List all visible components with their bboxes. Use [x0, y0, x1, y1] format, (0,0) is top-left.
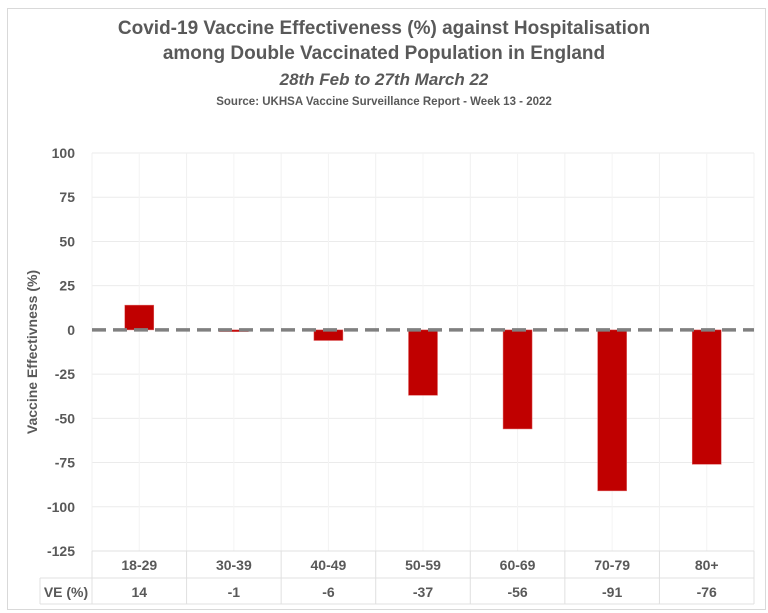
data-label: -6	[322, 584, 335, 600]
x-category-label: 30-39	[216, 557, 252, 573]
x-category-label: 50-59	[405, 557, 441, 573]
x-category-label: 70-79	[594, 557, 630, 573]
y-tick-label: -50	[55, 410, 75, 426]
data-label: -1	[228, 584, 241, 600]
gridlines	[91, 152, 755, 552]
bar-18-29	[124, 304, 155, 331]
y-tick-label: -125	[47, 543, 75, 559]
chart-subtitle: 28th Feb to 27th March 22	[279, 70, 489, 89]
x-category-label: 80+	[695, 557, 719, 573]
y-axis-ticks: 100 75 50 25 0 -25 -50 -75 -100 -125	[47, 145, 75, 559]
bar-70-79	[597, 329, 627, 492]
x-category-label: 40-49	[311, 557, 347, 573]
data-label: -56	[507, 584, 527, 600]
data-label: 14	[131, 584, 147, 600]
chart-source: Source: UKHSA Vaccine Surveillance Repor…	[216, 96, 552, 108]
data-label: -37	[413, 584, 433, 600]
y-tick-label: -100	[47, 499, 75, 515]
x-category-label: 18-29	[121, 557, 157, 573]
y-tick-label: 50	[59, 233, 75, 249]
y-tick-label: 0	[67, 322, 75, 338]
y-tick-label: 25	[59, 278, 75, 294]
y-tick-label: -25	[55, 366, 75, 382]
bar-80+	[691, 329, 722, 465]
chart-title-line2: among Double Vaccinated Population in En…	[162, 43, 606, 64]
bar-60-69	[502, 329, 533, 430]
y-tick-label: 75	[59, 189, 75, 205]
x-category-label: 60-69	[500, 557, 536, 573]
data-table: VE (%) 18-29 14 30-39 -1 40-49 -6 50-59 -37 60-69…	[39, 550, 755, 605]
data-label: -76	[697, 584, 717, 600]
bars	[124, 304, 722, 492]
table-row-label: VE (%)	[44, 584, 88, 600]
chart-title: Covid-19 Vaccine Effectiveness (%) again…	[117, 18, 651, 39]
y-tick-label: 100	[52, 145, 76, 161]
bar-50-59	[408, 329, 438, 396]
y-tick-label: -75	[55, 455, 75, 471]
y-axis-label: Vaccine Effectivness (%)	[24, 270, 40, 434]
data-label: -91	[602, 584, 622, 600]
